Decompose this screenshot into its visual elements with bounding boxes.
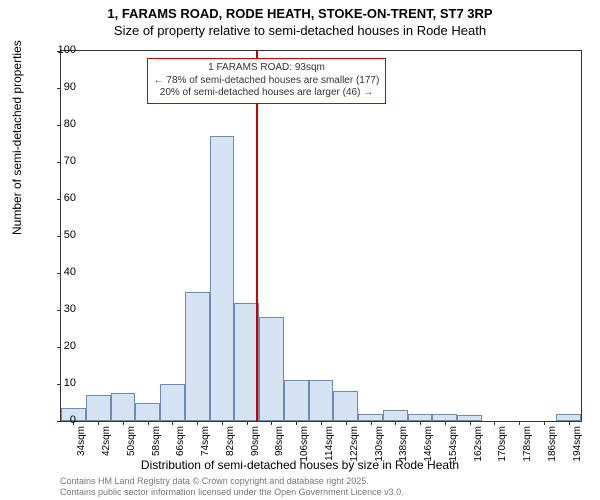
chart-container: 1, FARAMS ROAD, RODE HEATH, STOKE-ON-TRE… [0, 0, 600, 500]
x-tick-label: 58sqm [151, 426, 162, 456]
y-tick-label: 0 [46, 414, 76, 426]
histogram-bar [284, 380, 309, 421]
footer-line: Contains HM Land Registry data © Crown c… [60, 476, 404, 487]
histogram-bar [432, 414, 457, 421]
x-tick-label: 186sqm [547, 426, 558, 462]
y-tick-label: 70 [46, 155, 76, 167]
histogram-bar [210, 136, 235, 421]
chart-subtitle: Size of property relative to semi-detach… [0, 23, 600, 42]
annotation-line: ← 78% of semi-detached houses are smalle… [154, 75, 380, 88]
chart-title: 1, FARAMS ROAD, RODE HEATH, STOKE-ON-TRE… [0, 0, 600, 23]
x-tick-label: 66sqm [175, 426, 186, 456]
x-tick-label: 130sqm [374, 426, 385, 462]
histogram-bar [309, 380, 334, 421]
histogram-bar [111, 393, 136, 421]
y-tick-label: 20 [46, 340, 76, 352]
annotation-line: 1 FARAMS ROAD: 93sqm [154, 62, 380, 75]
histogram-bar [333, 391, 358, 421]
annotation-box: 1 FARAMS ROAD: 93sqm← 78% of semi-detach… [147, 58, 387, 104]
x-tick-label: 42sqm [101, 426, 112, 456]
histogram-bar [556, 414, 581, 421]
x-tick-label: 114sqm [324, 426, 335, 461]
x-tick-label: 138sqm [398, 426, 409, 462]
x-tick-label: 162sqm [473, 426, 484, 462]
x-tick-label: 50sqm [126, 426, 137, 456]
reference-line [256, 51, 258, 421]
y-tick-label: 90 [46, 81, 76, 93]
x-tick-label: 170sqm [497, 426, 508, 462]
x-tick-label: 90sqm [250, 426, 261, 456]
histogram-bar [383, 410, 408, 421]
y-tick-label: 40 [46, 266, 76, 278]
annotation-line: 20% of semi-detached houses are larger (… [154, 87, 380, 100]
histogram-bar [160, 384, 185, 421]
x-tick-label: 106sqm [299, 426, 310, 462]
histogram-bar [408, 414, 433, 421]
x-tick-label: 154sqm [448, 426, 459, 462]
histogram-bar [457, 415, 482, 421]
y-tick-label: 100 [46, 44, 76, 56]
histogram-bar [135, 403, 160, 422]
x-tick-label: 122sqm [349, 426, 360, 462]
y-tick-label: 50 [46, 229, 76, 241]
histogram-bar [358, 414, 383, 421]
footer-line: Contains public sector information licen… [60, 487, 404, 498]
y-tick-label: 60 [46, 192, 76, 204]
x-tick-label: 74sqm [200, 426, 211, 456]
x-tick-label: 98sqm [274, 426, 285, 456]
x-tick-label: 178sqm [522, 426, 533, 462]
plot-area [60, 50, 582, 422]
x-tick-label: 82sqm [225, 426, 236, 456]
histogram-bar [259, 317, 284, 421]
x-tick-label: 146sqm [423, 426, 434, 462]
y-tick-label: 80 [46, 118, 76, 130]
y-tick-label: 30 [46, 303, 76, 315]
y-axis-label: Number of semi-detached properties [10, 40, 24, 235]
footer-attribution: Contains HM Land Registry data © Crown c… [60, 476, 404, 498]
x-tick-label: 34sqm [76, 426, 87, 456]
histogram-bar [86, 395, 111, 421]
histogram-bar [185, 292, 210, 422]
x-tick-label: 194sqm [572, 426, 583, 462]
y-tick-label: 10 [46, 377, 76, 389]
